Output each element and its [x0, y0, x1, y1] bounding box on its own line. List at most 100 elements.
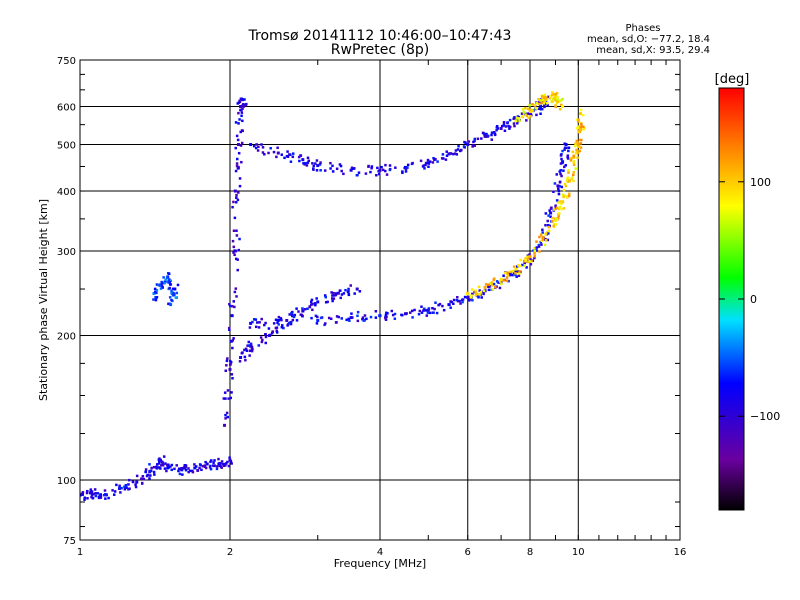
- scatter-point: [555, 101, 559, 105]
- scatter-point: [419, 159, 423, 163]
- scatter-point: [498, 286, 502, 290]
- scatter-point: [254, 318, 258, 321]
- scatter-point: [557, 207, 560, 211]
- scatter-point: [417, 312, 421, 316]
- scatter-point: [537, 107, 541, 110]
- scatter-point: [289, 321, 292, 324]
- scatter-point: [218, 464, 221, 468]
- scatter-point: [520, 115, 524, 118]
- scatter-point: [134, 485, 138, 489]
- scatter-point: [237, 191, 240, 194]
- scatter-point: [555, 173, 559, 176]
- scatter-point: [234, 169, 238, 173]
- scatter-point: [556, 216, 560, 220]
- scatter-point: [125, 486, 128, 490]
- scatter-point: [403, 165, 407, 169]
- scatter-point: [514, 119, 518, 123]
- scatter-point: [166, 280, 170, 284]
- scatter-point: [344, 288, 347, 292]
- scatter-point: [563, 148, 566, 151]
- scatter-point: [572, 163, 576, 167]
- scatter-point: [179, 467, 183, 470]
- scatter-point: [236, 143, 240, 147]
- scatter-point: [234, 200, 238, 204]
- scatter-point: [92, 492, 95, 496]
- scatter-point: [530, 259, 533, 263]
- scatter-point: [496, 127, 500, 130]
- scatter-point: [394, 166, 397, 169]
- scatter-point: [454, 149, 458, 152]
- scatter-point: [558, 184, 561, 188]
- scatter-point: [562, 195, 565, 199]
- scatter-point: [335, 315, 339, 318]
- scatter-point: [361, 316, 365, 319]
- scatter-point: [502, 120, 506, 124]
- scatter-point: [471, 292, 474, 296]
- scatter-point: [538, 235, 541, 239]
- y-tick-label: 500: [57, 141, 76, 152]
- scatter-point: [229, 359, 232, 363]
- scatter-point: [255, 143, 258, 146]
- scatter-point: [523, 264, 527, 268]
- scatter-point: [276, 146, 279, 150]
- scatter-point: [374, 316, 378, 319]
- scatter-point: [551, 216, 554, 220]
- scatter-point: [546, 223, 550, 227]
- y-tick-label: 600: [57, 103, 76, 114]
- scatter-point: [535, 246, 539, 249]
- scatter-point: [182, 466, 186, 469]
- scatter-point: [237, 166, 240, 170]
- scatter-point: [167, 272, 171, 276]
- scatter-point: [236, 268, 239, 272]
- scatter-point: [298, 159, 301, 163]
- scatter-point: [539, 233, 543, 236]
- scatter-point: [553, 182, 557, 185]
- scatter-point: [498, 280, 502, 284]
- scatter-point: [91, 496, 95, 500]
- scatter-point: [428, 311, 432, 315]
- scatter-point: [286, 324, 289, 327]
- scatter-point: [384, 316, 387, 320]
- scatter-point: [518, 270, 521, 273]
- scatter-point: [564, 143, 568, 147]
- scatter-point: [339, 296, 342, 300]
- scatter-point: [471, 145, 474, 148]
- scatter-point: [438, 302, 442, 306]
- scatter-point: [314, 314, 318, 318]
- scatter-point: [241, 129, 244, 133]
- scatter-point: [319, 316, 323, 320]
- scatter-point: [546, 238, 549, 242]
- scatter-point: [225, 411, 229, 415]
- scatter-point: [391, 313, 395, 317]
- scatter-point: [554, 219, 557, 222]
- scatter-point: [232, 300, 236, 303]
- scatter-point: [236, 138, 240, 142]
- scatter-point: [543, 100, 546, 103]
- y-axis-ticks: 75 100 200 300 400 500 600 750: [57, 56, 680, 547]
- scatter-point: [231, 304, 234, 308]
- scatter-point: [251, 348, 254, 351]
- scatter-point: [567, 194, 571, 198]
- scatter-point: [526, 255, 529, 259]
- scatter-point: [236, 198, 240, 202]
- scatter-point: [557, 192, 561, 196]
- scatter-point: [310, 316, 313, 320]
- scatter-point: [329, 161, 332, 165]
- scatter-point: [203, 465, 207, 468]
- scatter-point: [358, 290, 362, 293]
- scatter-point: [516, 270, 520, 273]
- scatter-point: [243, 355, 247, 359]
- scatter-point: [578, 112, 582, 116]
- scatter-point: [235, 134, 239, 138]
- scatter-point: [369, 315, 373, 319]
- scatter-point: [165, 276, 169, 280]
- scatter-point: [107, 496, 110, 500]
- scatter-point: [383, 169, 387, 173]
- scatter-point: [301, 310, 305, 313]
- scatter-point: [334, 292, 338, 295]
- scatter-point: [508, 118, 512, 122]
- scatter-point: [553, 96, 557, 100]
- scatter-point: [405, 312, 408, 315]
- scatter-point: [224, 417, 227, 420]
- scatter-point: [557, 189, 561, 193]
